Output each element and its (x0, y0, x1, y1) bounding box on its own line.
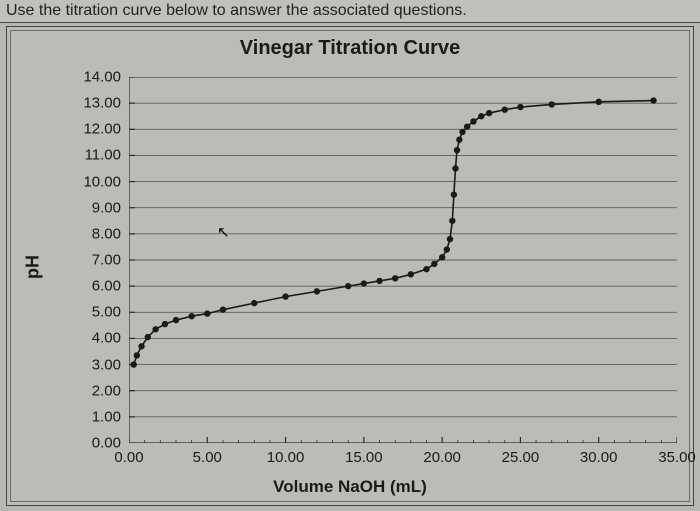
titration-plot (129, 77, 677, 443)
y-tick-label: 14.00 (75, 69, 121, 86)
x-tick-label: 10.00 (267, 449, 305, 466)
x-tick-label: 35.00 (658, 449, 696, 466)
x-tick-label: 0.00 (114, 449, 143, 466)
y-tick-label: 12.00 (75, 121, 121, 138)
y-tick-label: 10.00 (75, 173, 121, 190)
y-tick-label: 6.00 (75, 278, 121, 295)
x-tick-label: 15.00 (345, 449, 383, 466)
chart-title: Vinegar Titration Curve (7, 37, 693, 60)
x-axis-label: Volume NaOH (mL) (7, 477, 693, 497)
y-tick-label: 4.00 (75, 330, 121, 347)
y-tick-label: 3.00 (75, 356, 121, 373)
x-tick-label: 30.00 (580, 449, 618, 466)
y-tick-label: 2.00 (75, 382, 121, 399)
y-tick-label: 5.00 (75, 304, 121, 321)
y-tick-label: 13.00 (75, 95, 121, 112)
x-tick-label: 5.00 (193, 449, 222, 466)
instruction-text: Use the titration curve below to answer … (0, 0, 700, 23)
y-tick-label: 7.00 (75, 252, 121, 269)
chart-panel: Vinegar Titration Curve pH Volume NaOH (… (6, 26, 694, 506)
x-tick-label: 20.00 (423, 449, 461, 466)
y-tick-label: 8.00 (75, 225, 121, 242)
y-tick-label: 1.00 (75, 408, 121, 425)
y-tick-label: 11.00 (75, 147, 121, 164)
x-tick-label: 25.00 (502, 449, 540, 466)
y-tick-label: 9.00 (75, 199, 121, 216)
y-axis-label: pH (23, 255, 44, 279)
